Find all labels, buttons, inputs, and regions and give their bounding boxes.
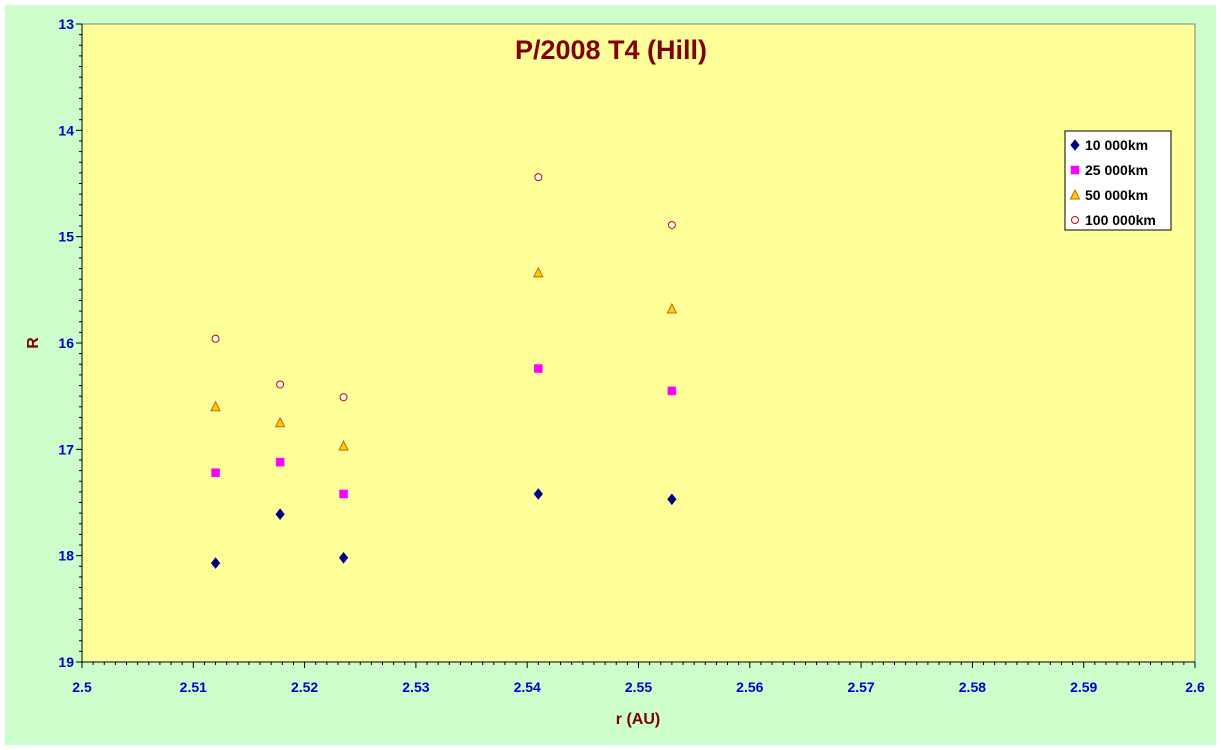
- tick-labels: 2.5 2.51 2.52 2.53 2.54 2.55 2.56 2.57 2.58 2.59 2…: [58, 16, 1205, 695]
- x-tick-label: 2.52: [291, 679, 318, 695]
- x-tick-label: 2.5: [72, 679, 92, 695]
- series-4: [211, 173, 676, 402]
- plot-area: [81, 23, 1196, 663]
- chart-area: 2.5 2.51 2.52 2.53 2.54 2.55 2.56 2.57 2.58 2.59 2…: [5, 5, 1216, 745]
- legend: 10 000km 25 000km 50 000km 100 000km: [1064, 130, 1172, 231]
- y-tick-label: 16: [58, 335, 74, 351]
- legend-label: 50 000km: [1085, 187, 1148, 203]
- data-point: [533, 266, 544, 278]
- x-tick-label: 2.53: [402, 679, 429, 695]
- data-points: [210, 173, 678, 569]
- y-tick-label: 15: [58, 229, 74, 245]
- y-tick-label: 18: [58, 548, 74, 564]
- data-point: [667, 493, 677, 506]
- data-point: [210, 400, 221, 412]
- y-tick-label: 13: [58, 16, 74, 32]
- legend-label: 10 000km: [1085, 137, 1148, 153]
- x-tick-label: 2.6: [1185, 679, 1205, 695]
- x-tick-label: 2.59: [1070, 679, 1097, 695]
- x-axis-title: r (AU): [616, 711, 660, 728]
- scatter-chart: 2.5 2.51 2.52 2.53 2.54 2.55 2.56 2.57 2.58 2.59 2…: [25, 16, 1205, 728]
- legend-marker: [1069, 188, 1081, 200]
- legend-label: 100 000km: [1085, 212, 1156, 228]
- y-tick-label: 19: [58, 654, 74, 670]
- x-tick-label: 2.57: [847, 679, 874, 695]
- y-tick-label: 17: [58, 441, 74, 457]
- data-point: [667, 220, 676, 229]
- series-3: [210, 266, 678, 451]
- tick-marks: [76, 23, 1196, 668]
- data-point: [276, 380, 285, 389]
- chart-title: P/2008 T4 (Hill): [515, 35, 707, 65]
- data-point: [534, 173, 543, 182]
- data-point: [275, 457, 285, 467]
- x-tick-label: 2.54: [514, 679, 541, 695]
- x-tick-label: 2.51: [180, 679, 207, 695]
- data-point: [274, 416, 286, 428]
- legend-label: 25 000km: [1085, 162, 1148, 178]
- legend-box: [1064, 130, 1172, 231]
- legend-marker: [1070, 139, 1080, 151]
- data-point: [666, 302, 678, 314]
- data-point: [534, 364, 543, 373]
- y-axis-title: R: [25, 337, 42, 349]
- data-point: [338, 551, 349, 564]
- x-tick-label: 2.55: [625, 679, 652, 695]
- data-point: [667, 386, 677, 396]
- x-tick-label: 2.56: [736, 679, 763, 695]
- legend-marker: [1071, 216, 1079, 224]
- x-tick-label: 2.58: [959, 679, 986, 695]
- y-tick-label: 14: [58, 122, 74, 138]
- legend-marker: [1070, 165, 1080, 175]
- data-point: [339, 393, 348, 402]
- series-2: [211, 364, 677, 499]
- data-point: [339, 489, 348, 499]
- series-1: [210, 488, 677, 569]
- data-point: [211, 334, 220, 343]
- data-point: [338, 440, 349, 451]
- data-point: [210, 557, 221, 569]
- data-point: [211, 468, 220, 477]
- data-point: [533, 488, 543, 500]
- data-point: [275, 508, 285, 520]
